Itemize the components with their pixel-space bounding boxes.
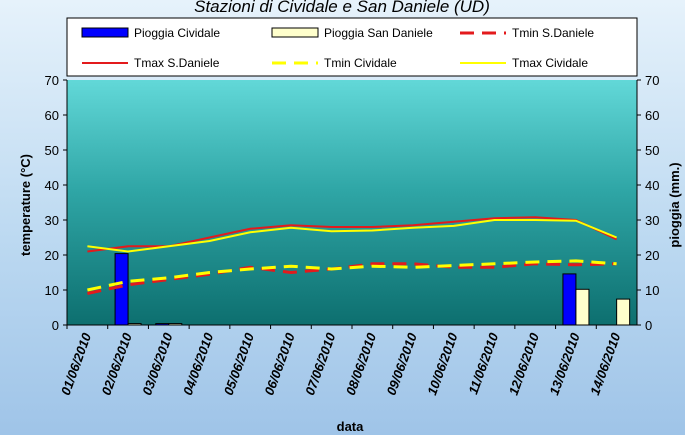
y-tick-label: 60	[45, 108, 59, 123]
legend-entry-tmax-s-daniele: Tmax S.Daniele	[82, 56, 220, 70]
y-tick-label: 70	[45, 73, 59, 88]
line-tmin-cividale	[87, 259, 617, 292]
legend	[66, 17, 638, 77]
legend-swatch	[81, 27, 129, 38]
legend-label: Tmax Cividale	[512, 56, 588, 70]
y-tick-label: 50	[45, 143, 59, 158]
y2-tick-label: 10	[645, 283, 659, 298]
y-tick-label: 10	[45, 283, 59, 298]
y-axis-title: temperature (°C)	[18, 154, 33, 256]
legend-entries: Pioggia Cividale Pioggia San Daniele Tmin …	[81, 26, 594, 70]
y-tick-label: 0	[52, 318, 59, 333]
x-tick-label: 02/06/2010	[99, 330, 136, 397]
x-tick-label: 04/06/2010	[180, 330, 217, 397]
x-axis-title: data	[337, 419, 365, 434]
legend-entry-pioggia-cividale: Pioggia Cividale	[81, 26, 220, 40]
legend-label: Pioggia San Daniele	[324, 26, 433, 40]
legend-label: Tmin S.Daniele	[512, 26, 594, 40]
x-tick-label: 14/06/2010	[587, 330, 624, 397]
bar-pioggia-cividale-1	[114, 253, 129, 326]
y2-tick-label: 70	[645, 73, 659, 88]
x-tick-label: 03/06/2010	[139, 330, 176, 397]
bar-pioggia-cividale-12	[562, 273, 577, 326]
lines-layer	[87, 216, 618, 295]
y-tick-label: 20	[45, 248, 59, 263]
x-tick-label: 06/06/2010	[261, 330, 298, 397]
bar-pioggia-san-daniele-12	[575, 288, 590, 326]
y2-tick-label: 0	[645, 318, 652, 333]
y2-tick-label: 40	[645, 178, 659, 193]
line-tmax-cividale	[87, 219, 617, 253]
legend-label: Tmin Cividale	[324, 56, 397, 70]
y-tick-label: 30	[45, 213, 59, 228]
y-tick-label: 40	[45, 178, 59, 193]
y2-tick-label: 60	[645, 108, 659, 123]
legend-entry-tmax-cividale: Tmax Cividale	[460, 56, 588, 70]
legend-label: Pioggia Cividale	[134, 26, 220, 40]
plot-area	[67, 80, 637, 325]
y2-tick-label: 50	[645, 143, 659, 158]
x-tick-label: 01/06/2010	[58, 330, 95, 397]
x-tick-label: 08/06/2010	[343, 330, 380, 397]
x-tick-label: 07/06/2010	[302, 330, 339, 397]
x-tick-label: 12/06/2010	[506, 330, 543, 397]
x-tick-label: 09/06/2010	[384, 330, 421, 397]
y2-axis-title: pioggia (mm.)	[667, 162, 682, 247]
y2-tick-label: 20	[645, 248, 659, 263]
chart-title: Stazioni di Cividale e San Daniele (UD)	[194, 0, 490, 16]
legend-swatch	[271, 27, 319, 38]
x-tick-label: 10/06/2010	[424, 330, 461, 397]
y2-tick-label: 30	[645, 213, 659, 228]
x-tick-label: 05/06/2010	[221, 330, 258, 397]
x-tick-label: 13/06/2010	[546, 330, 583, 397]
bars-layer	[114, 253, 631, 326]
legend-entry-pioggia-san-daniele: Pioggia San Daniele	[271, 26, 433, 40]
legend-label: Tmax S.Daniele	[134, 56, 220, 70]
legend-entry-tmin-s-daniele: Tmin S.Daniele	[460, 26, 594, 40]
bar-pioggia-san-daniele-13	[616, 298, 631, 326]
legend-entry-tmin-cividale: Tmin Cividale	[272, 56, 397, 70]
x-tick-label: 11/06/2010	[465, 330, 501, 396]
